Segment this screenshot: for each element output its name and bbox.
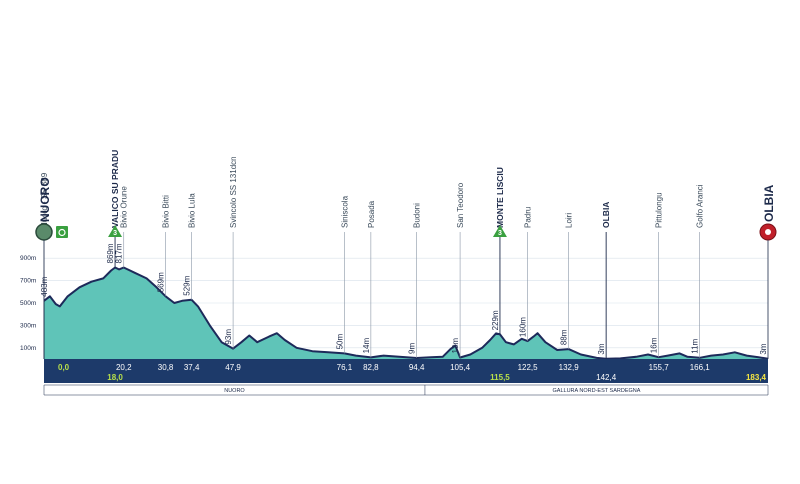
region-label: NUORO [224,388,245,394]
waypoint-label: Budoni [413,203,422,228]
elevation-label: 869m [106,243,115,263]
waypoint-label: OLBIA [601,202,611,228]
elevation-area [43,266,769,360]
elevation-label: 11m [691,338,700,353]
km-label: 105,4 [450,363,471,372]
waypoint-label: Bivio Lula [188,193,197,228]
elevation-label: 569m [157,272,166,292]
km-label: 183,4 [746,373,767,382]
kom-triangle [108,225,123,237]
elevation-label: 3m [597,343,606,354]
km-label: 122,5 [518,363,539,372]
km-label: 76,1 [337,363,353,372]
elevation-label: 817m [115,243,124,263]
waypoint-label: Bivio Bitti [162,195,171,228]
waypoint-label: San Teodoro [456,182,465,228]
km-label: 132,9 [559,363,580,372]
km-label: 30,8 [158,363,174,372]
elevation-label: 483m [40,276,49,296]
elevation-label: 16m [650,337,659,353]
km-label: 0,0 [58,363,70,372]
y-tick-label: 100m [20,345,36,352]
finish-city-label: OLBIA [762,184,776,222]
waypoint-label: MONTE LISCIU [495,167,505,228]
endpoints: NUORO OLBIA [35,177,777,359]
timing-clock [58,228,66,237]
km-label: 115,5 [490,373,510,382]
waypoint-label: Posada [367,200,376,228]
elevation-label: 3m [759,343,768,354]
km-label: 94,4 [409,363,425,372]
waypoint-label: Padru [524,207,533,228]
y-tick-label: 900m [20,255,36,262]
waypoint-label: Golfo Aranci [696,184,705,228]
waypoint-label: Bivio Orune [120,186,129,228]
waypoint-label: Nuoro - SS 389 [40,172,49,228]
waypoint-label: Loiri [565,213,574,228]
region-bar: NUORO GALLURA NORD-EST SARDEGNA [43,384,769,396]
elevation-label: 14m [362,338,371,354]
timing-icon [56,226,68,238]
elevation-line [43,266,769,360]
km-label: 18,0 [107,373,123,382]
timing-square [56,226,68,238]
km-label: 166,1 [690,363,711,372]
elevation-label: 93m [224,329,233,345]
elevation-label: 529m [183,275,192,295]
kom-icon: 3 [492,225,507,237]
kom-category: 3 [113,230,117,237]
start-circle-icon [35,223,53,241]
region-label: GALLURA NORD-EST SARDEGNA [553,388,641,394]
waypoint-label: VALICO SU PRADU [110,150,120,228]
elevation-label: 9m [408,343,417,354]
elevation-label: 229m [491,310,500,330]
km-band: 0,0 18,020,2 30,8 37,4 47,9 76,1 82,8 94,4 105,4… [44,359,768,383]
start-city-label: NUORO [38,177,52,222]
km-label: 20,2 [116,363,132,372]
elevation-label: 88m [560,329,569,345]
y-axis: 100m 300m 500m 700m 900m [20,255,45,359]
waypoint-label: Siniscola [340,195,349,228]
y-tick-label: 300m [20,322,36,329]
elevation-label: 50m [335,334,344,350]
kom-triangle [492,225,507,237]
km-label: 47,9 [225,363,241,372]
elevation-fill [44,267,768,359]
finish-dot [765,229,771,235]
waypoint-label: Pittulongu [655,192,664,228]
km-label: 37,4 [184,363,200,372]
km-label: 82,8 [363,363,379,372]
elevation-label: 13m [451,338,460,354]
kom-category: 3 [498,230,502,237]
elevation-label: 160m [519,317,528,337]
y-tick-label: 500m [20,300,36,307]
waypoint-label: Svincolo SS 131dcn [229,156,238,228]
waypoint-markers: Nuoro - SS 389 483m VALICO SU PRADU 3 869m Bi… [40,150,768,359]
kom-icon: 3 [108,225,123,237]
km-label: 142,4 [596,373,617,382]
y-tick-label: 700m [20,278,36,285]
km-band-bg [44,359,768,383]
km-label: 155,7 [649,363,670,372]
